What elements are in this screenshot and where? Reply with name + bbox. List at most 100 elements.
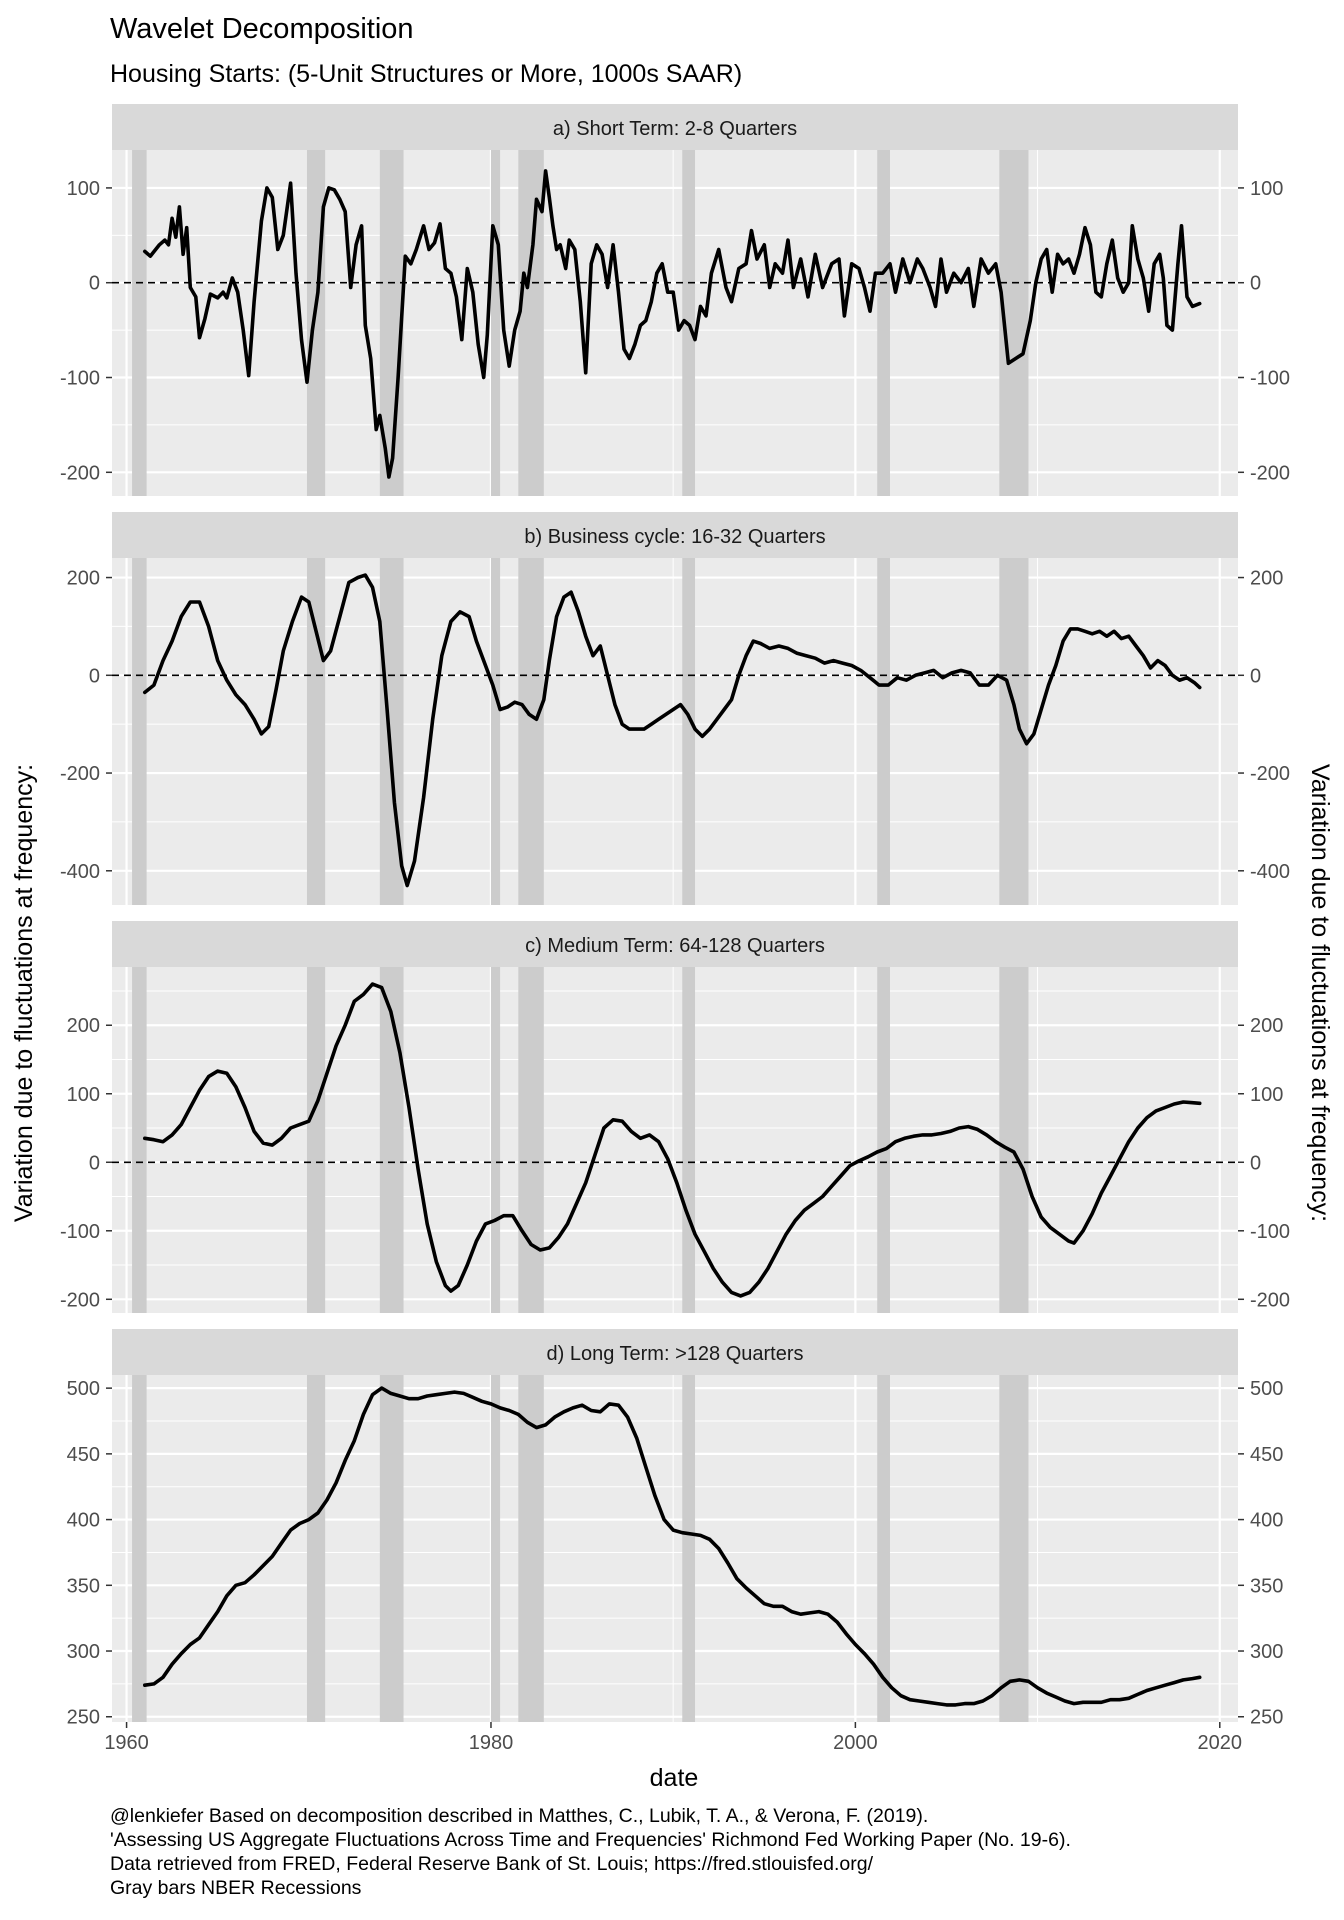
- facet-panel: d) Long Term: >128 Quarters 250 250 300 300 3…: [67, 1329, 1283, 1729]
- y-tick-label-right: -200: [1250, 1289, 1290, 1311]
- recession-bar: [999, 1375, 1029, 1722]
- x-axis-title: date: [650, 1764, 699, 1792]
- y-tick-label-left: 500: [67, 1378, 100, 1400]
- facet-panels: a) Short Term: 2-8 Quarters -200 -200 -100 -…: [60, 104, 1290, 1729]
- y-tick-label-right: -200: [1250, 763, 1290, 785]
- y-tick-label-left: 300: [67, 1641, 100, 1663]
- recession-bar: [518, 558, 544, 905]
- y-tick-label-right: 350: [1250, 1575, 1283, 1597]
- recession-bar: [490, 558, 501, 905]
- y-tick-label-right: -200: [1250, 462, 1290, 484]
- chart-title: Wavelet Decomposition: [110, 13, 414, 45]
- facet-strip-label: d) Long Term: >128 Quarters: [547, 1343, 804, 1365]
- series-line: [143, 982, 1202, 1298]
- y-tick-label-left: 400: [67, 1510, 100, 1532]
- recession-bar: [306, 1375, 326, 1722]
- y-tick-label-left: 100: [67, 178, 100, 200]
- y-tick-label-left: -200: [60, 462, 100, 484]
- recession-bar: [877, 558, 890, 905]
- y-tick-label-right: -400: [1250, 861, 1290, 883]
- recession-bar: [518, 967, 544, 1313]
- x-tick-label: 2000: [833, 1732, 878, 1754]
- facet-strip-label: b) Business cycle: 16-32 Quarters: [524, 526, 825, 548]
- facet-panel: a) Short Term: 2-8 Quarters -200 -200 -100 -…: [60, 104, 1290, 496]
- caption: @lenkiefer Based on decomposition descri…: [110, 1805, 1071, 1899]
- facet-strip: [112, 512, 1238, 558]
- y-tick-label-right: -100: [1250, 368, 1290, 390]
- recession-bar: [682, 1375, 696, 1722]
- y-tick-label-left: -400: [60, 861, 100, 883]
- recession-bar: [999, 558, 1029, 905]
- y-tick-label-right: 0: [1250, 273, 1261, 295]
- y-axis-title-right: Variation due to fluctuations at frequen…: [1306, 764, 1334, 1222]
- series-line: [143, 573, 1202, 888]
- facet-strip-label: a) Short Term: 2-8 Quarters: [553, 118, 797, 140]
- panel-background: [112, 150, 1238, 496]
- panel-background: [112, 1375, 1238, 1722]
- recession-bar: [132, 967, 147, 1313]
- y-tick-label-left: 350: [67, 1575, 100, 1597]
- y-tick-label-right: 250: [1250, 1707, 1283, 1729]
- recession-bar: [518, 150, 544, 496]
- x-tick-label: 2020: [1198, 1732, 1243, 1754]
- facet-panel: b) Business cycle: 16-32 Quarters -400 -40…: [60, 512, 1290, 905]
- series-line: [143, 1386, 1202, 1707]
- recession-bar: [490, 1375, 501, 1722]
- series-line: [143, 169, 1202, 479]
- facet-panel: c) Medium Term: 64-128 Quarters -200 -200 -…: [60, 921, 1290, 1313]
- recession-bar: [132, 1375, 147, 1722]
- recession-bar: [877, 150, 890, 496]
- recession-bar: [682, 967, 696, 1313]
- caption-line: @lenkiefer Based on decomposition descri…: [110, 1805, 928, 1827]
- y-tick-label-right: 200: [1250, 1015, 1283, 1037]
- recession-bar: [379, 967, 404, 1313]
- panel-background: [112, 558, 1238, 905]
- recession-bar: [132, 150, 147, 496]
- y-tick-label-right: 100: [1250, 1084, 1283, 1106]
- y-tick-label-right: 300: [1250, 1641, 1283, 1663]
- facet-strip: [112, 1329, 1238, 1375]
- recession-bar: [306, 967, 326, 1313]
- y-tick-label-left: 250: [67, 1707, 100, 1729]
- y-tick-label-left: -100: [60, 368, 100, 390]
- recession-bar: [306, 150, 326, 496]
- recession-bar: [490, 967, 501, 1313]
- y-tick-label-right: 200: [1250, 568, 1283, 590]
- caption-line: Data retrieved from FRED, Federal Reserv…: [110, 1853, 874, 1875]
- y-tick-label-right: -100: [1250, 1221, 1290, 1243]
- y-tick-label-left: 100: [67, 1084, 100, 1106]
- y-axis-title-left: Variation due to fluctuations at frequen…: [10, 764, 38, 1222]
- chart-subtitle: Housing Starts: (5-Unit Structures or Mo…: [110, 60, 742, 88]
- y-tick-label-left: 200: [67, 568, 100, 590]
- caption-line: 'Assessing US Aggregate Fluctuations Acr…: [110, 1829, 1071, 1851]
- y-tick-label-right: 100: [1250, 178, 1283, 200]
- y-tick-label-left: 0: [89, 665, 100, 687]
- y-tick-label-left: -200: [60, 1289, 100, 1311]
- y-tick-label-right: 0: [1250, 1152, 1261, 1174]
- y-tick-label-right: 450: [1250, 1444, 1283, 1466]
- y-tick-label-left: -100: [60, 1221, 100, 1243]
- y-tick-label-right: 0: [1250, 665, 1261, 687]
- y-tick-label-left: 0: [89, 1152, 100, 1174]
- y-tick-label-right: 400: [1250, 1510, 1283, 1532]
- x-tick-label: 1960: [104, 1732, 149, 1754]
- y-tick-label-left: 200: [67, 1015, 100, 1037]
- recession-bar: [877, 967, 890, 1313]
- y-tick-label-right: 500: [1250, 1378, 1283, 1400]
- recession-bar: [132, 558, 147, 905]
- caption-line: Gray bars NBER Recessions: [110, 1877, 362, 1899]
- recession-bar: [682, 558, 696, 905]
- recession-bar: [379, 1375, 404, 1722]
- facet-strip: [112, 104, 1238, 150]
- facet-strip-label: c) Medium Term: 64-128 Quarters: [525, 935, 825, 957]
- y-tick-label-left: 450: [67, 1444, 100, 1466]
- recession-bar: [999, 967, 1029, 1313]
- facet-strip: [112, 921, 1238, 967]
- recession-bar: [518, 1375, 544, 1722]
- x-axis: 1960 1980 2000 2020: [104, 1722, 1242, 1754]
- y-tick-label-left: 0: [89, 273, 100, 295]
- y-tick-label-left: -200: [60, 763, 100, 785]
- recession-bar: [490, 150, 501, 496]
- recession-bar: [877, 1375, 890, 1722]
